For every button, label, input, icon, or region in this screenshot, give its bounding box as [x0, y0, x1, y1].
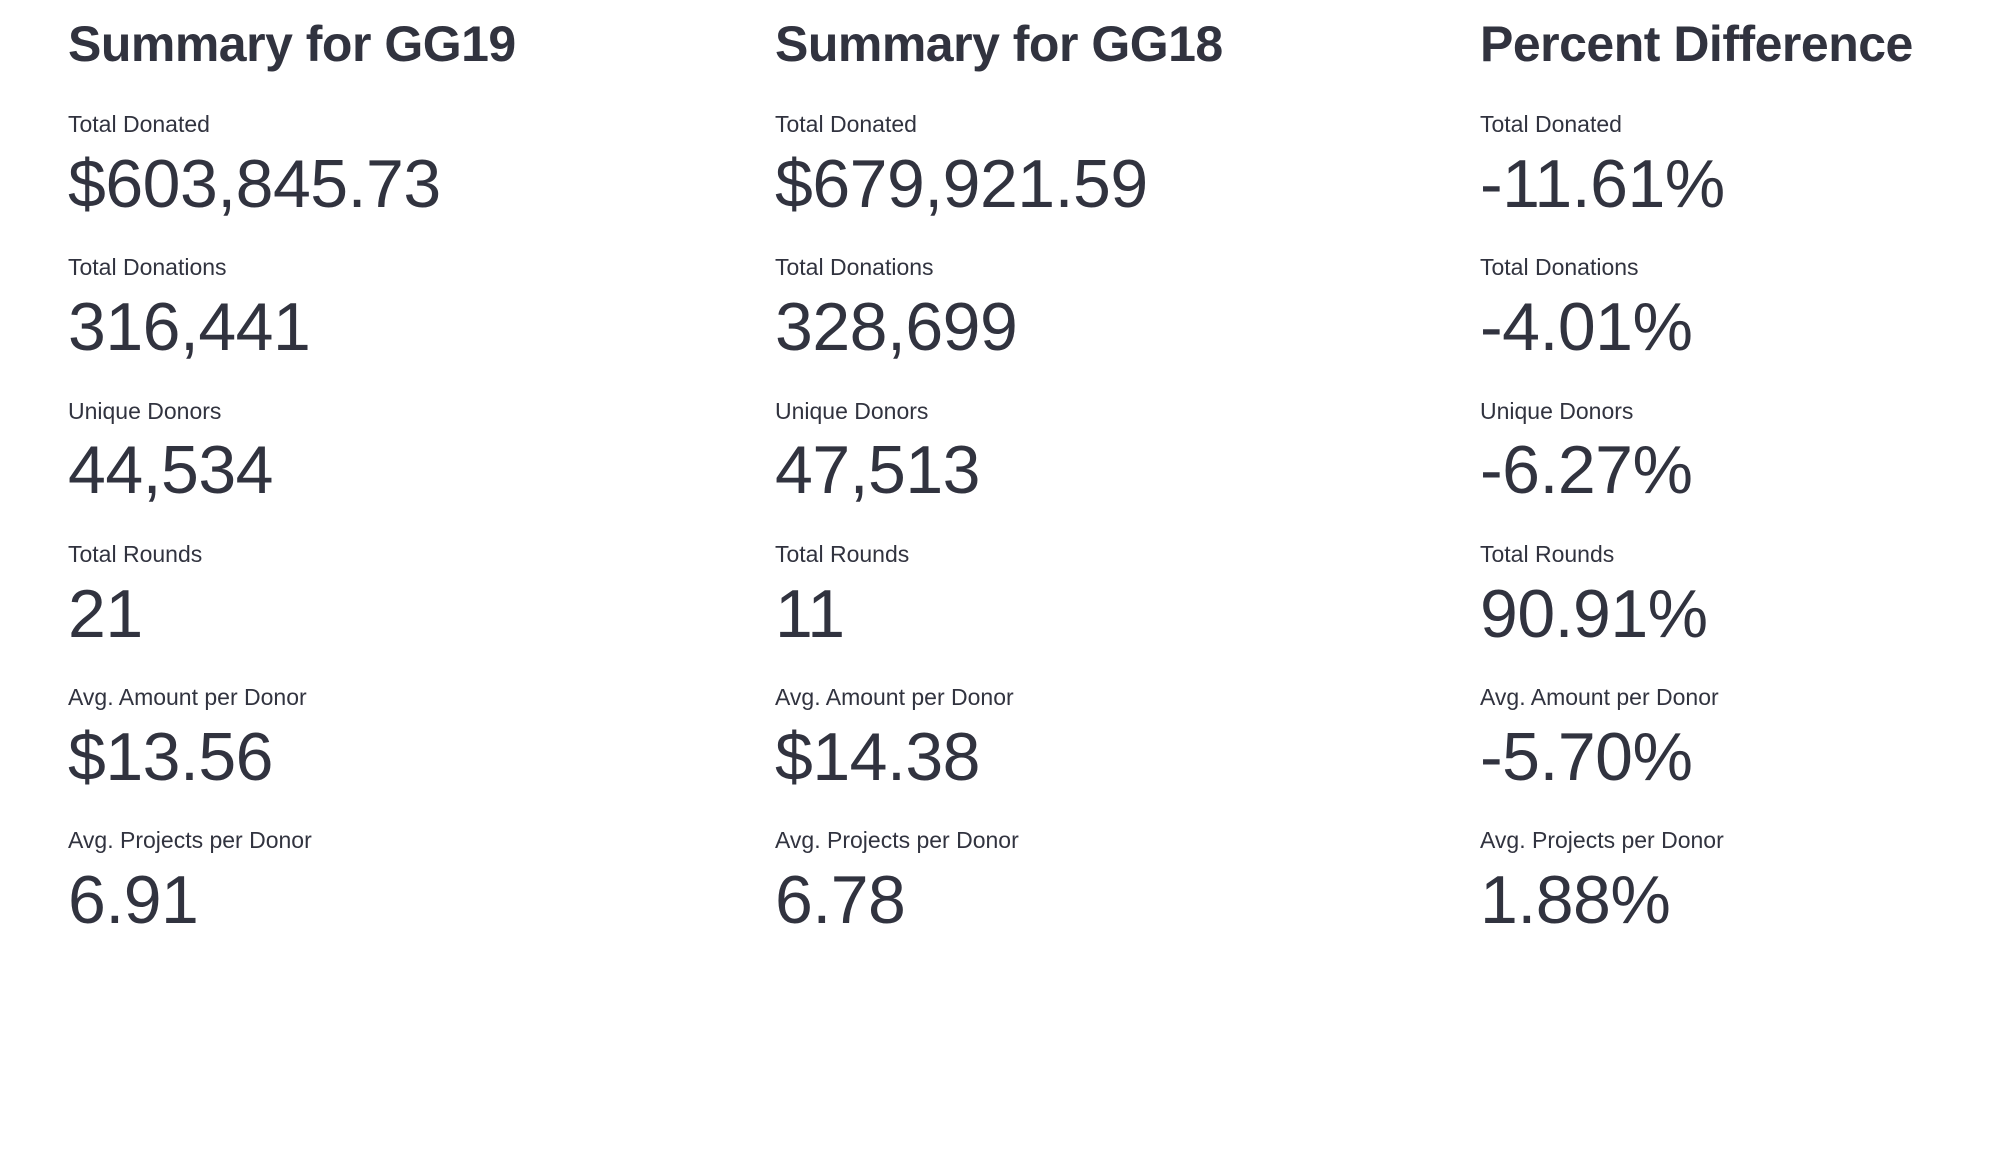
metric-label: Total Donations: [775, 254, 934, 281]
metric-gg19-avg-projects-per-donor: Avg. Projects per Donor 6.91: [68, 826, 775, 936]
metric-value: 1.88%: [1480, 862, 1671, 939]
metric-label: Total Donated: [1480, 111, 1622, 137]
metric-diff-avg-projects-per-donor: Avg. Projects per Donor 1.88%: [1480, 826, 2012, 936]
metric-gg18-unique-donors: Unique Donors 47,513: [775, 397, 1480, 507]
metric-value: -11.61%: [1480, 145, 1725, 222]
metric-value: $603,845.73: [68, 145, 441, 222]
metric-diff-total-donated: Total Donated -11.61%: [1480, 110, 2012, 220]
metric-label: Avg. Projects per Donor: [68, 827, 312, 854]
metric-value: 90.91%: [1480, 575, 1708, 652]
metric-label: Total Donations: [68, 254, 227, 281]
metric-diff-total-donations: Total Donations -4.01%: [1480, 253, 2012, 363]
column-title-gg19: Summary for GG19: [68, 16, 516, 72]
metric-value: 6.91: [68, 862, 199, 939]
metric-label: Avg. Amount per Donor: [68, 684, 307, 711]
metric-label: Total Donated: [68, 111, 210, 137]
metric-value: 316,441: [68, 289, 311, 366]
metric-label: Avg. Projects per Donor: [1480, 827, 1724, 854]
column-summary-gg18: Summary for GG18 Total Donated $679,921.…: [775, 14, 1480, 970]
metric-value: 328,699: [775, 289, 1018, 366]
metric-gg19-total-rounds: Total Rounds 21: [68, 540, 775, 650]
metric-label: Unique Donors: [1480, 397, 1634, 424]
metric-value: 6.78: [775, 862, 906, 939]
column-title-percent-difference: Percent Difference: [1480, 16, 1913, 72]
metric-value: 47,513: [775, 432, 980, 509]
metric-gg18-total-rounds: Total Rounds 11: [775, 540, 1480, 650]
metric-label: Avg. Amount per Donor: [775, 684, 1014, 711]
metric-gg19-total-donations: Total Donations 316,441: [68, 253, 775, 363]
column-percent-difference: Percent Difference Total Donated -11.61%…: [1480, 14, 2012, 970]
metric-gg18-avg-amount-per-donor: Avg. Amount per Donor $14.38: [775, 683, 1480, 793]
metric-value: -6.27%: [1480, 432, 1693, 509]
metrics-dashboard: Summary for GG19 Total Donated $603,845.…: [68, 14, 2012, 970]
metric-label: Total Donations: [1480, 254, 1639, 281]
metric-gg18-total-donated: Total Donated $679,921.59: [775, 110, 1480, 220]
metric-value: 21: [68, 575, 143, 652]
metric-value: $679,921.59: [775, 145, 1148, 222]
metric-label: Total Donated: [775, 111, 917, 137]
metric-gg19-unique-donors: Unique Donors 44,534: [68, 397, 775, 507]
metric-gg19-avg-amount-per-donor: Avg. Amount per Donor $13.56: [68, 683, 775, 793]
metric-gg18-total-donations: Total Donations 328,699: [775, 253, 1480, 363]
metric-label: Avg. Projects per Donor: [775, 827, 1019, 854]
metric-value: 11: [775, 575, 845, 652]
metric-value: 44,534: [68, 432, 273, 509]
metric-gg18-avg-projects-per-donor: Avg. Projects per Donor 6.78: [775, 826, 1480, 936]
metric-diff-total-rounds: Total Rounds 90.91%: [1480, 540, 2012, 650]
metric-value: $14.38: [775, 719, 980, 796]
metric-label: Total Rounds: [1480, 540, 1615, 567]
metric-label: Total Rounds: [775, 540, 910, 567]
metric-diff-unique-donors: Unique Donors -6.27%: [1480, 397, 2012, 507]
metric-label: Unique Donors: [68, 397, 222, 424]
metric-value: $13.56: [68, 719, 273, 796]
column-title-gg18: Summary for GG18: [775, 16, 1223, 72]
column-summary-gg19: Summary for GG19 Total Donated $603,845.…: [68, 14, 775, 970]
metric-label: Avg. Amount per Donor: [1480, 684, 1719, 711]
metric-diff-avg-amount-per-donor: Avg. Amount per Donor -5.70%: [1480, 683, 2012, 793]
metric-gg19-total-donated: Total Donated $603,845.73: [68, 110, 775, 220]
metric-label: Unique Donors: [775, 397, 929, 424]
metric-label: Total Rounds: [68, 540, 203, 567]
metric-value: -4.01%: [1480, 289, 1693, 366]
metric-value: -5.70%: [1480, 719, 1693, 796]
